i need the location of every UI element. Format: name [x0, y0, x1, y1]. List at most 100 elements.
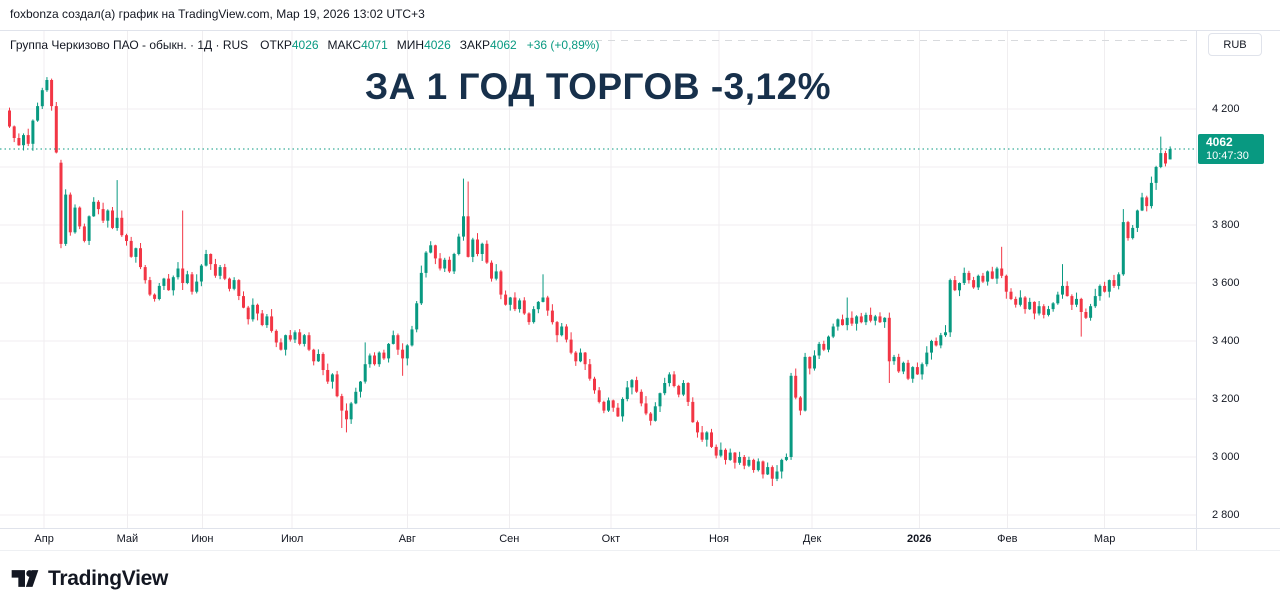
candle-body: [340, 396, 344, 411]
candle-body: [232, 280, 236, 289]
candle-body: [897, 356, 901, 372]
candle-body: [457, 236, 461, 254]
candle-body: [616, 407, 620, 417]
candle-body: [433, 245, 437, 259]
candle-body: [382, 352, 386, 359]
candle-body: [139, 248, 142, 268]
candle-body: [990, 271, 994, 279]
candle-body: [681, 383, 685, 395]
candle-body: [780, 459, 784, 472]
candle-body: [915, 367, 919, 375]
candle-body: [986, 271, 990, 282]
candle-body: [934, 341, 938, 346]
candle-body: [274, 330, 278, 343]
candle-body: [808, 356, 812, 369]
price-axis[interactable]: 4 200 3 800 3 600 3 400 3 200 3 000 2 800: [1196, 0, 1280, 550]
time-tick-label: Мар: [1093, 533, 1116, 545]
candle-body: [850, 317, 854, 324]
candle-body: [644, 403, 648, 414]
candle-body: [485, 243, 489, 263]
candle-body: [770, 467, 774, 479]
candle-body: [948, 280, 952, 333]
candle-body: [447, 259, 451, 272]
candle-body: [8, 110, 11, 127]
candle-body: [1164, 153, 1167, 164]
candle-body: [40, 90, 44, 107]
candle-body: [410, 329, 414, 346]
candle-body: [1018, 297, 1022, 305]
candle-body: [995, 268, 999, 279]
currency-button[interactable]: RUB: [1208, 33, 1262, 56]
candle-body: [873, 316, 877, 321]
candle-body: [972, 280, 976, 288]
candle-body: [864, 314, 868, 323]
price-tick-label: 3 600: [1212, 277, 1240, 289]
tradingview-logo[interactable]: TradingView: [10, 566, 168, 591]
candle-body: [17, 138, 21, 146]
last-price-label: 4062 10:47:30: [1198, 134, 1264, 165]
candle-body: [504, 294, 508, 305]
candle-body: [218, 267, 222, 276]
candle-body: [607, 400, 610, 411]
candle-body: [522, 300, 526, 314]
candle-body: [242, 296, 245, 308]
candle-body: [967, 272, 971, 281]
candle-body: [569, 339, 573, 353]
candle-body: [462, 216, 465, 237]
candle-body: [307, 335, 311, 350]
tradingview-logotype: TradingView: [48, 566, 169, 590]
candle-body: [1140, 197, 1144, 211]
candle-body: [789, 375, 793, 457]
last-price-value: 4062: [1206, 135, 1233, 150]
candle-body: [87, 216, 91, 241]
candle-body: [962, 272, 966, 283]
candle-body: [550, 310, 554, 323]
annotation-title: ЗА 1 ГОД ТОРГОВ -3,12%: [364, 66, 832, 107]
candle-body: [424, 252, 428, 273]
candle-body: [1117, 274, 1121, 286]
candle-body: [892, 356, 896, 362]
candle-body: [284, 335, 288, 350]
candle-body: [1065, 285, 1069, 297]
candle-body: [925, 352, 929, 365]
candle-body: [45, 80, 49, 91]
time-tick-label: Апр: [34, 533, 54, 545]
candle-body: [490, 262, 493, 279]
candle-body: [798, 397, 802, 411]
candle-body: [953, 280, 957, 291]
candle-body: [1028, 301, 1032, 310]
candle-body: [724, 449, 727, 460]
candle-body: [223, 267, 227, 279]
time-tick-label: Дек: [802, 533, 822, 545]
candle-body: [256, 304, 259, 314]
candle-body: [157, 285, 161, 299]
time-axis[interactable]: Апр Май Июн Июл Авг Сен Окт Ноя Дек 2026 Фев Мар: [0, 529, 1280, 550]
candle-body: [50, 80, 54, 107]
candle-body: [1037, 306, 1041, 314]
candle-body: [1145, 197, 1149, 207]
candle-body: [742, 457, 746, 466]
candle-body: [1032, 301, 1036, 314]
candle-body: [878, 316, 882, 323]
candle-body: [64, 194, 68, 244]
candle-body: [939, 335, 943, 346]
candle-body: [326, 370, 330, 382]
candle-body: [1159, 153, 1163, 167]
candle-body: [752, 459, 756, 470]
candle-body: [36, 106, 40, 121]
tradingview-logomark-icon: [11, 570, 39, 587]
candle-body: [803, 356, 807, 411]
price-tick-label: 2 800: [1212, 509, 1240, 521]
candle-body: [667, 374, 671, 384]
candle-body: [359, 381, 362, 392]
candle-body: [1023, 297, 1027, 310]
candle-body: [59, 162, 63, 244]
symbol-legend: Группа Черкизово ПАО - обыкн. · 1Д · RUS…: [10, 38, 599, 52]
candle-body: [246, 307, 250, 320]
legend-symbol-title[interactable]: Группа Черкизово ПАО - обыкн. · 1Д · RUS: [10, 38, 249, 52]
candle-body: [1103, 285, 1107, 292]
candle-body: [555, 322, 559, 336]
candle-body: [391, 335, 395, 344]
candle-body: [92, 201, 96, 217]
